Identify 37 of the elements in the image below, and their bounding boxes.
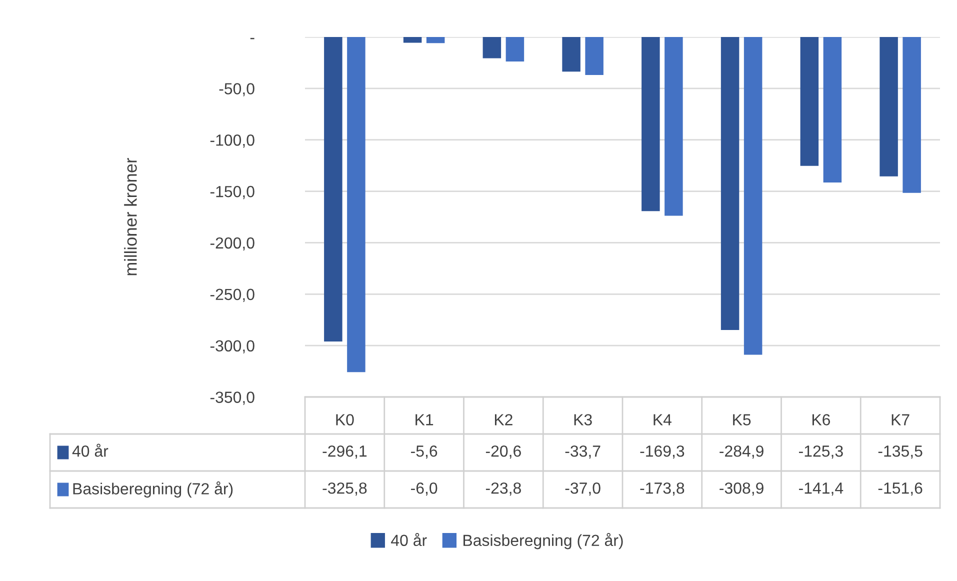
x-tick-label: K6 xyxy=(812,414,830,426)
data-label: -37,0 xyxy=(565,482,600,496)
data-label: -135,5 xyxy=(878,445,922,459)
data-label: -284,9 xyxy=(720,445,764,459)
data-label: -20,6 xyxy=(486,445,521,459)
x-tick-label: K4 xyxy=(654,414,672,426)
x-tick-label: K2 xyxy=(494,414,512,426)
legend-label: 40 år xyxy=(391,533,427,546)
y-tick-label: -350,0 xyxy=(210,392,254,405)
data-label: -141,4 xyxy=(799,482,844,496)
data-label: -33,7 xyxy=(565,445,600,459)
data-label: -125,3 xyxy=(799,445,843,459)
y-tick-label: -150,0 xyxy=(210,186,254,200)
y-axis-title: millioner kroner xyxy=(124,158,137,276)
y-tick-label: -200,0 xyxy=(210,237,254,251)
data-label: -308,9 xyxy=(720,482,764,496)
x-tick-label: K7 xyxy=(892,414,910,426)
y-tick-label: - xyxy=(250,38,254,40)
data-label: -169,3 xyxy=(640,445,684,459)
data-label: -296,1 xyxy=(322,445,367,459)
y-tick-label: -50,0 xyxy=(219,83,254,96)
x-tick-label: K0 xyxy=(336,414,354,426)
x-tick-label: K5 xyxy=(733,414,751,426)
data-label: -325,8 xyxy=(322,482,367,496)
text: 40 år xyxy=(72,444,108,457)
x-tick-label: K3 xyxy=(574,414,592,426)
data-label: -151,6 xyxy=(878,482,922,496)
y-tick-label: -100,0 xyxy=(210,134,254,148)
x-tick-label: K1 xyxy=(416,414,434,426)
data-label: -6,0 xyxy=(411,482,438,496)
data-label: -5,6 xyxy=(411,445,438,459)
data-label: -23,8 xyxy=(486,482,521,496)
y-tick-label: -300,0 xyxy=(210,340,254,354)
y-tick-label: -250,0 xyxy=(210,288,254,302)
data-label: -173,8 xyxy=(640,482,684,496)
legend-label: Basisberegning (72 år) xyxy=(73,481,233,498)
text: Basisberegning (72 år) xyxy=(464,533,623,550)
